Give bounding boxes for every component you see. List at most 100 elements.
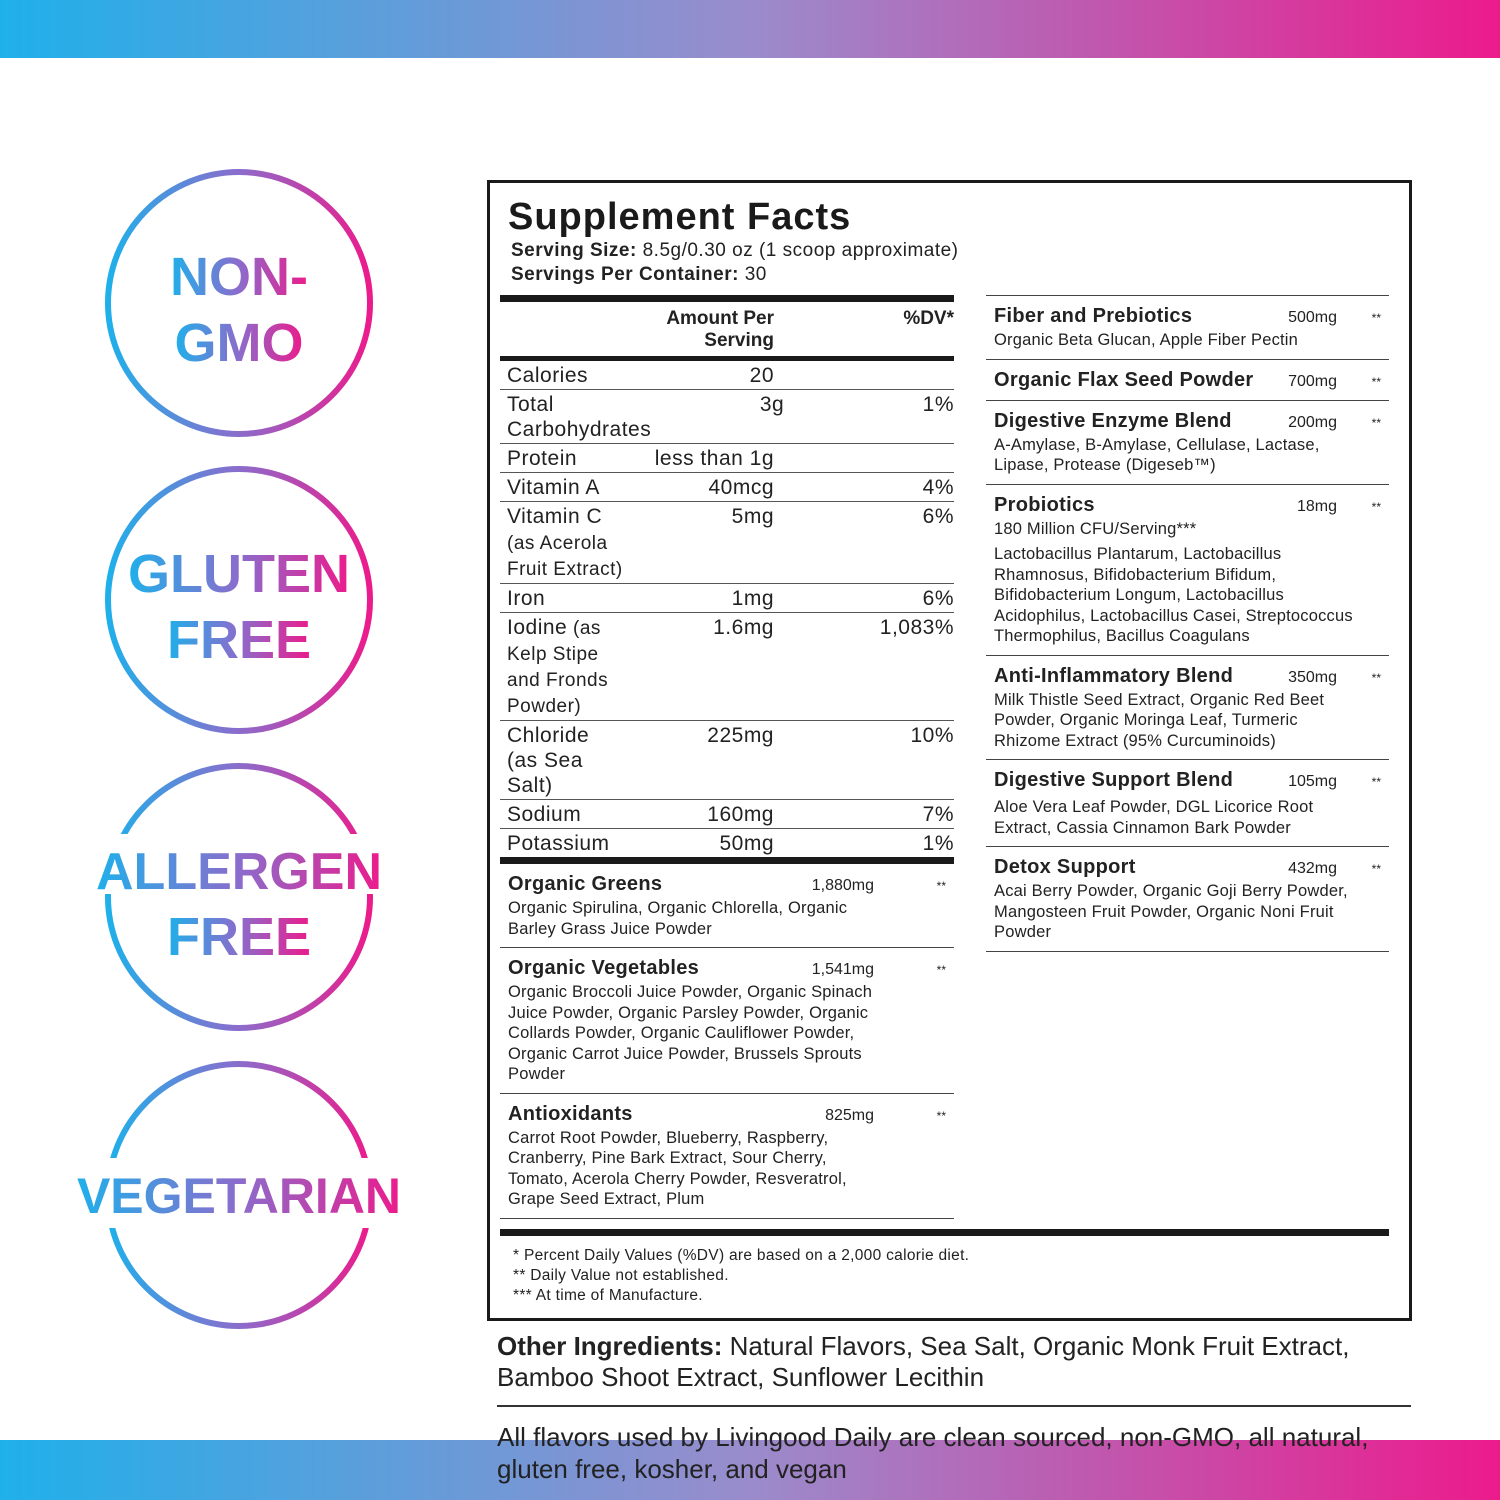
nutrient-row: Potassium 50mg 1%	[500, 829, 954, 864]
nutrient-amount: 1.6mg	[713, 616, 774, 639]
facts-area: Supplement Facts Serving Size: 8.5g/0.30…	[487, 180, 1412, 1485]
badge-ring	[105, 466, 373, 734]
footnote: ** Daily Value not established.	[513, 1266, 729, 1284]
ring-gap	[50, 1158, 430, 1228]
blend-amount: 200mg	[1288, 413, 1337, 431]
blend-ingredients: Aloe Vera Leaf Powder, DGL Licorice Root…	[994, 798, 1314, 837]
left-column: Amount Per Serving %DV* Calories 20 Total C…	[500, 295, 954, 1219]
blend-dv: **	[1371, 499, 1381, 514]
badge-text: ALLERGEN	[96, 843, 382, 901]
blend-header: Organic Vegetables 1,541mg **	[508, 956, 954, 980]
nutrient-dv: 4%	[922, 476, 954, 499]
nutrient-name: Total Carbohydrates	[507, 393, 652, 441]
blend-amount: 1,880mg	[811, 877, 874, 894]
left-blends: Organic Greens 1,880mg ** Organic Spirulina…	[500, 864, 954, 1219]
blend-header: Digestive Support Blend 105mg **	[994, 768, 1389, 792]
blend-title: Fiber and Prebiotics	[994, 305, 1193, 327]
nutrient-amount: 160mg	[707, 803, 774, 826]
badge: VEGETARIAN	[50, 1061, 430, 1329]
nutrient-dv: 6%	[922, 587, 954, 610]
blend-description: A-Amylase, B-Amylase, Cellulase, Lactase…	[994, 435, 1320, 475]
blend-amount: 432mg	[1288, 860, 1337, 877]
blend-title: Organic Greens	[508, 873, 663, 895]
bottom-gradient-bar	[0, 1440, 1500, 1500]
blend-dv: **	[1371, 862, 1381, 876]
nutrient-row: Vitamin C (as Acerola Fruit Extract) 5mg 6…	[500, 502, 954, 584]
blend-item: Fiber and Prebiotics 500mg ** Organic Beta …	[986, 296, 1389, 360]
blend-description: Carrot Root Powder, Blueberry, Raspberry…	[508, 1128, 847, 1209]
nutrient-amount: 225mg	[707, 724, 774, 747]
blend-title: Detox Support	[994, 856, 1136, 878]
blend-item: Digestive Support Blend 105mg ** Aloe Vera …	[986, 760, 1389, 847]
nutrient-name: Vitamin A	[507, 476, 600, 499]
blend-amount: 500mg	[1288, 309, 1337, 326]
supplement-facts-panel: Supplement Facts Serving Size: 8.5g/0.30…	[487, 180, 1412, 1321]
blend-dv: **	[936, 963, 946, 977]
facts-title: Supplement Facts	[508, 196, 852, 238]
badge: ALLERGEN FREE	[50, 763, 430, 1031]
nutrient-name: Chloride (as Sea Salt)	[507, 724, 590, 797]
blend-item: Organic Flax Seed Powder 700mg **	[986, 360, 1389, 401]
nutrient-dv	[864, 363, 954, 388]
blend-dv: **	[936, 879, 946, 893]
nutrient-name: Potassium	[507, 832, 610, 855]
blend-item: Antioxidants 825mg ** Carrot Root Powder, B…	[500, 1094, 954, 1219]
nutrient-amount: 50mg	[719, 832, 774, 855]
blend-description: Organic Beta Glucan, Apple Fiber Pectin	[994, 331, 1299, 349]
blend-amount: 1,541mg	[811, 961, 874, 978]
nutrient-dv: 1%	[922, 832, 954, 855]
blend-dv: **	[936, 1108, 946, 1123]
blend-item: Detox Support 432mg ** Acai Berry Powder, O…	[986, 847, 1389, 952]
top-gradient-bar	[0, 0, 1500, 58]
nutrient-row: Protein less than 1g	[500, 444, 954, 473]
nutrient-row: Sodium 160mg 7%	[500, 800, 954, 829]
badge-text: GMO	[175, 313, 304, 373]
blend-header: Organic Greens 1,880mg **	[508, 872, 954, 896]
nutrient-amount: 3g	[759, 393, 785, 416]
blend-amount: 105mg	[1288, 773, 1337, 790]
nutrient-dv: 6%	[922, 505, 954, 528]
nutrient-amount: 1mg	[731, 587, 774, 610]
nutrient-name: Iron	[507, 587, 546, 610]
table-header: Amount Per Serving %DV*	[500, 302, 954, 361]
blend-title: Anti-Inflammatory Blend	[994, 664, 1234, 687]
serving-size: Serving Size: 8.5g/0.30 oz (1 scoop appr…	[511, 240, 959, 261]
blend-header: Fiber and Prebiotics 500mg **	[994, 304, 1389, 328]
blend-title: Organic Vegetables	[508, 957, 700, 979]
badge-text: NON-	[170, 247, 308, 307]
badge: NON-GMO	[105, 169, 373, 437]
blend-header: Anti-Inflammatory Blend 350mg **	[994, 664, 1389, 688]
blend-item: Organic Greens 1,880mg ** Organic Spirulina…	[500, 864, 954, 948]
ring-gap	[50, 834, 430, 894]
blend-header: Detox Support 432mg **	[994, 855, 1389, 879]
clean-statement: All flavors used by Livingood Daily are …	[497, 1421, 1369, 1484]
nutrient-dv: 10%	[910, 724, 954, 747]
blend-description: Acai Berry Powder, Organic Goji Berry Po…	[994, 882, 1348, 941]
nutrient-amount: 5mg	[731, 505, 774, 528]
nutrient-row: Chloride (as Sea Salt) 225mg 10%	[500, 721, 954, 800]
nutrient-row: Vitamin A 40mcg 4%	[500, 473, 954, 502]
badge-text: FREE	[167, 907, 311, 967]
facts-columns: Amount Per Serving %DV* Calories 20 Total C…	[500, 295, 1399, 1219]
nutrient-row: Iodine (as Kelp Stipe and Fronds Powder)…	[500, 613, 954, 721]
blend-amount: 700mg	[1288, 372, 1337, 390]
nutrient-amount: 20	[749, 364, 774, 387]
nutrient-name: Protein	[507, 447, 578, 470]
badge-text: FREE	[167, 610, 311, 670]
nutrient-row: Iron 1mg 6%	[500, 584, 954, 613]
blend-header: Probiotics 18mg **	[994, 493, 1389, 517]
nutrient-row: Calories 20	[500, 361, 954, 390]
nutrient-amount: less than 1g	[654, 447, 774, 470]
nutrient-amount: 40mcg	[708, 476, 774, 499]
right-column: Fiber and Prebiotics 500mg ** Organic Beta …	[986, 295, 1389, 1219]
blend-title: Antioxidants	[508, 1102, 633, 1125]
blend-dv: **	[1371, 670, 1381, 685]
footnotes: * Percent Daily Values (%DV) are based o…	[500, 1228, 1389, 1308]
nutrient-row: Total Carbohydrates 3g 1%	[500, 390, 954, 444]
footnote: *** At time of Manufacture.	[513, 1286, 703, 1304]
other-ingredients: Other Ingredients: Natural Flavors, Sea …	[497, 1331, 1411, 1407]
blend-ingredients: Lactobacillus Plantarum, Lactobacillus R…	[994, 545, 1353, 645]
right-blends: Fiber and Prebiotics 500mg ** Organic Beta …	[986, 295, 1389, 952]
